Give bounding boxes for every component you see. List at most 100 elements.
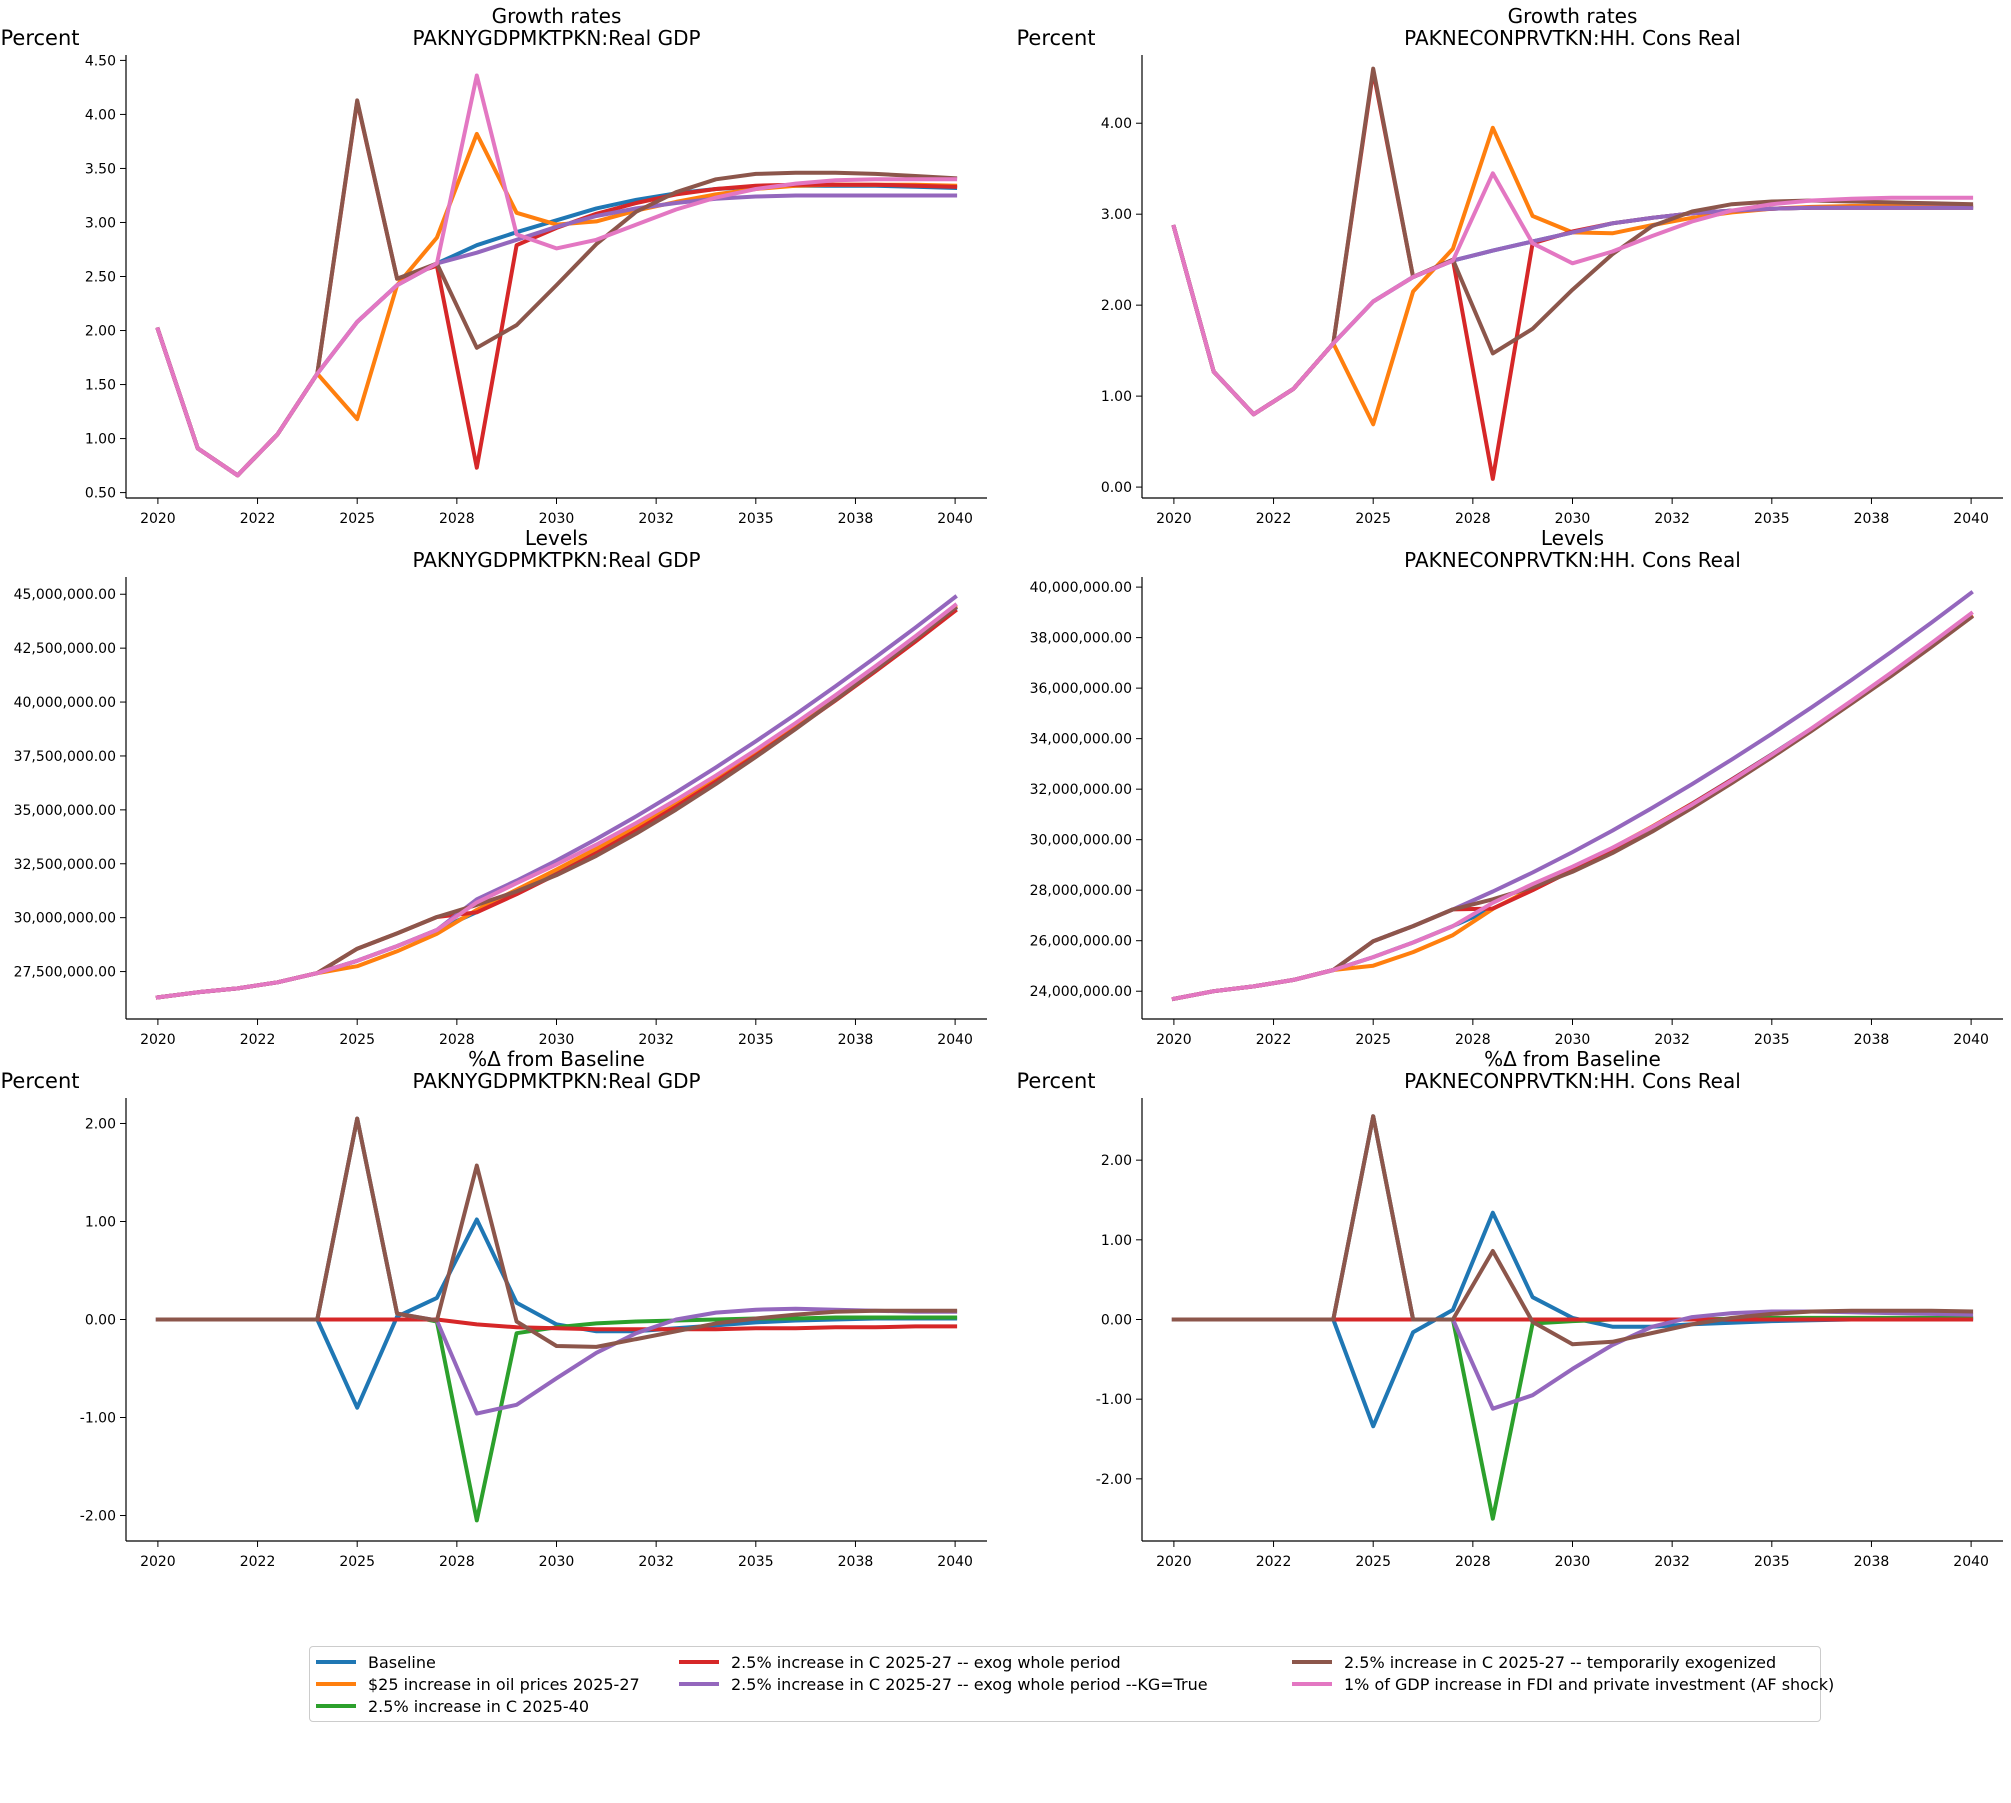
x-tick-label: 2035 [738, 1554, 774, 1570]
x-tick-label: 2025 [1355, 511, 1391, 527]
y-tick-label: 0.00 [1101, 1313, 1132, 1329]
x-tick-label: 2028 [439, 511, 475, 527]
y-tick-label: -2.00 [80, 1509, 116, 1525]
x-tick-label: 2030 [539, 1554, 575, 1570]
legend-item: 2.5% increase in C 2025-27 -- exog whole… [679, 1673, 1208, 1695]
x-tick-label: 2035 [1754, 511, 1790, 527]
y-tick-label: -2.00 [1096, 1472, 1132, 1488]
chart-subtitle: PAKNYGDPMKTPKN:Real GDP [412, 26, 700, 50]
y-tick-label: 26,000,000.00 [1030, 934, 1132, 950]
series-line [1171, 125, 1974, 427]
series-line [155, 605, 958, 1000]
y-tick-label: 37,500,000.00 [14, 749, 116, 765]
chart-title: %Δ from Baseline [1484, 1047, 1661, 1071]
x-tick-label: 2030 [1555, 511, 1591, 527]
x-tick-label: 2035 [1754, 1554, 1790, 1570]
y-tick-label: 30,000,000.00 [14, 911, 116, 927]
y-tick-label: 3.00 [1101, 207, 1132, 223]
series-line [1171, 205, 1974, 417]
y-tick-label: 2.50 [85, 270, 116, 286]
x-tick-label: 2020 [140, 511, 176, 527]
series-line [1171, 1114, 1974, 1411]
y-tick-label: 34,000,000.00 [1030, 732, 1132, 748]
series-line [1171, 613, 1974, 1002]
x-tick-label: 2035 [1754, 1032, 1790, 1048]
x-tick-label: 2040 [937, 1032, 973, 1048]
y-tick-label: 2.00 [85, 324, 116, 340]
series-line [1171, 614, 1974, 1002]
series-line [1171, 613, 1974, 1002]
y-tick-label: 4.00 [85, 107, 116, 123]
series-line [155, 99, 958, 478]
y-tick-label: 1.00 [85, 1214, 116, 1230]
x-tick-label: 2022 [240, 511, 276, 527]
y-tick-label: 40,000,000.00 [1030, 580, 1132, 596]
y-tick-label: 1.50 [85, 378, 116, 394]
legend-label: 1% of GDP increase in FDI and private in… [1344, 1674, 1835, 1694]
y-tick-label: 45,000,000.00 [14, 587, 116, 603]
y-tick-label: 32,500,000.00 [14, 857, 116, 873]
legend-item: 2.5% increase in C 2025-27 -- temporaril… [1292, 1651, 1776, 1673]
series-line [1171, 1114, 1974, 1347]
legend-swatch [316, 1704, 356, 1708]
y-tick-label: 35,000,000.00 [14, 803, 116, 819]
series-line [1171, 614, 1974, 1002]
x-tick-label: 2038 [838, 1032, 874, 1048]
chart-title: Levels [525, 526, 588, 550]
legend-item: 2.5% increase in C 2025-40 [316, 1695, 589, 1717]
x-tick-label: 2022 [1256, 1554, 1292, 1570]
legend-item: Baseline [316, 1651, 436, 1673]
x-tick-label: 2025 [1355, 1032, 1391, 1048]
legend-label: 2.5% increase in C 2025-27 -- temporaril… [1344, 1652, 1777, 1672]
chart-title: Levels [1541, 526, 1604, 550]
y-tick-label: 4.00 [1101, 116, 1132, 132]
legend-label: 2.5% increase in C 2025-40 [368, 1696, 590, 1716]
x-tick-label: 2028 [439, 1554, 475, 1570]
x-tick-label: 2032 [638, 511, 674, 527]
series-line [155, 605, 958, 1000]
x-tick-label: 2028 [1455, 511, 1491, 527]
series-line [1171, 590, 1974, 1002]
legend-item: 1% of GDP increase in FDI and private in… [1292, 1673, 1834, 1695]
chart-title: Growth rates [1508, 4, 1638, 28]
y-tick-label: 4.50 [85, 53, 116, 69]
x-tick-label: 2040 [937, 1554, 973, 1570]
chart-subtitle: PAKNYGDPMKTPKN:Real GDP [412, 548, 700, 572]
legend-label: 2.5% increase in C 2025-27 -- exog whole… [731, 1674, 1208, 1694]
series-line [155, 73, 958, 478]
series-line [155, 603, 958, 1000]
x-tick-label: 2025 [339, 1032, 375, 1048]
x-tick-label: 2030 [539, 1032, 575, 1048]
x-tick-label: 2020 [1156, 1554, 1192, 1570]
series-line [155, 602, 958, 1000]
y-tick-label: 0.00 [85, 1313, 116, 1329]
y-axis-label: Percent [0, 1069, 79, 1093]
x-tick-label: 2020 [1156, 1032, 1192, 1048]
legend-swatch [1292, 1682, 1332, 1686]
legend-swatch [316, 1682, 356, 1686]
legend-swatch [316, 1660, 356, 1664]
legend-label: $25 increase in oil prices 2025-27 [368, 1674, 640, 1694]
chart-subtitle: PAKNYGDPMKTPKN:Real GDP [412, 1069, 700, 1093]
legend-item: 2.5% increase in C 2025-27 -- exog whole… [679, 1651, 1121, 1673]
y-tick-label: 1.00 [85, 432, 116, 448]
x-tick-label: 2032 [1654, 1554, 1690, 1570]
legend-label: 2.5% increase in C 2025-27 -- exog whole… [731, 1652, 1121, 1672]
x-tick-label: 2030 [1555, 1554, 1591, 1570]
y-tick-label: 1.00 [1101, 389, 1132, 405]
y-tick-label: 0.00 [1101, 480, 1132, 496]
x-tick-label: 2020 [1156, 511, 1192, 527]
y-tick-label: 36,000,000.00 [1030, 681, 1132, 697]
chart-title: Growth rates [492, 4, 622, 28]
x-tick-label: 2028 [1455, 1032, 1491, 1048]
y-tick-label: -1.00 [1096, 1392, 1132, 1408]
x-tick-label: 2022 [1256, 511, 1292, 527]
y-tick-label: 3.00 [85, 215, 116, 231]
x-tick-label: 2038 [838, 1554, 874, 1570]
legend-swatch [679, 1660, 719, 1664]
x-tick-label: 2035 [738, 1032, 774, 1048]
series-line [1171, 69, 1974, 481]
